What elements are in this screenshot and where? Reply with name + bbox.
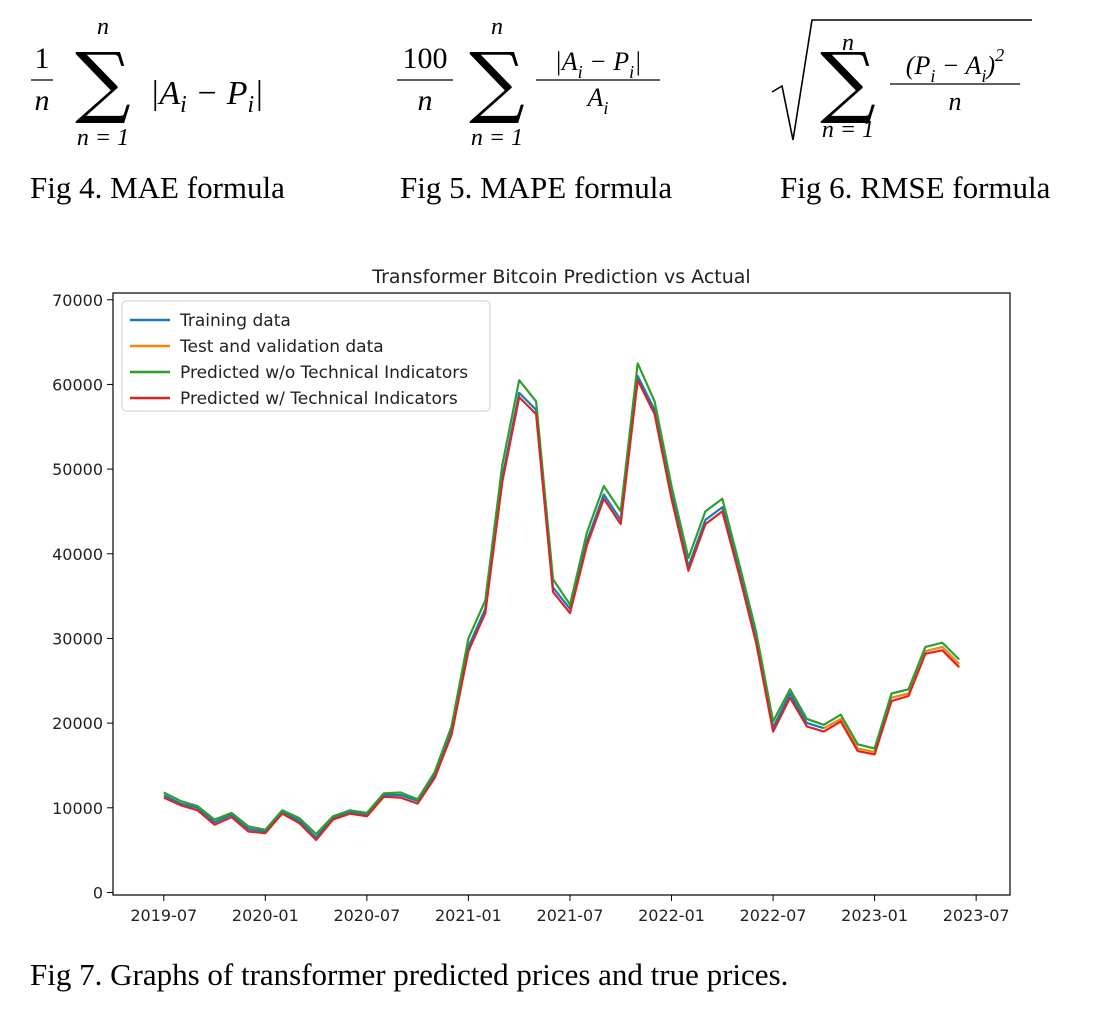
math-text: |A xyxy=(150,75,180,112)
math-sub: i xyxy=(247,92,254,118)
x-tick-label: 2019-07 xyxy=(130,906,197,925)
sum-symbol: ∑ xyxy=(820,37,876,127)
chart-title: Transformer Bitcoin Prediction vs Actual xyxy=(371,266,750,288)
figure-caption: Fig 4. MAE formula xyxy=(30,170,285,205)
x-tick-label: 2021-07 xyxy=(537,906,604,925)
sum-symbol: ∑ xyxy=(75,37,131,127)
math-text: A xyxy=(586,83,604,112)
y-tick-label: 30000 xyxy=(52,629,103,648)
chart-caption: Fig 7. Graphs of transformer predicted p… xyxy=(30,957,788,992)
y-tick-label: 40000 xyxy=(52,545,103,564)
sum-lower: n = 1 xyxy=(471,125,523,151)
scale-numerator: 1 xyxy=(35,42,50,75)
x-tick-label: 2022-07 xyxy=(740,906,807,925)
math-text: n xyxy=(949,87,962,116)
sum-lower: n = 1 xyxy=(77,125,129,151)
math-text: |Ai − Pi| xyxy=(555,47,642,82)
legend-box xyxy=(121,300,491,412)
sum-upper: n xyxy=(842,30,854,56)
math-text: − P xyxy=(583,47,630,76)
x-tick-label: 2023-07 xyxy=(943,906,1010,925)
math-text: Ai xyxy=(586,83,609,118)
series-line xyxy=(163,379,960,842)
math-sub: i xyxy=(930,66,935,86)
math-text: ) xyxy=(984,51,995,80)
math-text: − P xyxy=(187,75,248,112)
sum-upper: n xyxy=(491,14,503,40)
legend-label: Predicted w/ Technical Indicators xyxy=(180,389,458,409)
scale-numerator: 100 xyxy=(403,42,448,75)
math-sub: i xyxy=(629,62,634,82)
math-text: n xyxy=(949,87,962,116)
y-tick-label: 60000 xyxy=(52,375,103,394)
legend-label: Training data xyxy=(179,311,291,331)
math-sub: i xyxy=(180,92,187,118)
math-text: (P xyxy=(906,51,931,80)
sum-upper: n xyxy=(97,14,109,40)
x-tick-label: 2023-01 xyxy=(841,906,908,925)
scale-denominator: n xyxy=(35,84,50,117)
y-tick-label: 10000 xyxy=(52,799,103,818)
math-sup: 2 xyxy=(995,45,1004,65)
x-tick-label: 2020-01 xyxy=(232,906,299,925)
radical-sign xyxy=(771,19,1032,141)
math-text: | xyxy=(254,75,263,112)
scale-denominator: n xyxy=(418,84,433,117)
y-tick-label: 50000 xyxy=(52,460,103,479)
legend-label: Test and validation data xyxy=(179,337,384,357)
series-line xyxy=(823,645,960,753)
series-line xyxy=(163,362,960,836)
figure-caption: Fig 6. RMSE formula xyxy=(780,170,1051,205)
y-tick-label: 20000 xyxy=(52,714,103,733)
series-line xyxy=(163,374,825,839)
plot-frame xyxy=(112,292,1011,896)
sum-symbol: ∑ xyxy=(469,37,525,127)
x-tick-label: 2021-01 xyxy=(435,906,502,925)
math-sub: i xyxy=(981,66,986,86)
math-sub: i xyxy=(603,98,608,118)
y-tick-label: 70000 xyxy=(52,291,103,310)
math-text: (Pi − Ai)2 xyxy=(906,45,1004,86)
x-tick-label: 2020-07 xyxy=(333,906,400,925)
y-tick-label: 0 xyxy=(93,883,103,902)
math-text: | xyxy=(634,47,641,76)
math-sub: i xyxy=(578,62,583,82)
legend-label: Predicted w/o Technical Indicators xyxy=(180,363,468,383)
figure-caption: Fig 5. MAPE formula xyxy=(400,170,672,205)
math-text: |A xyxy=(555,47,578,76)
x-tick-label: 2022-01 xyxy=(638,906,705,925)
sum-lower: n = 1 xyxy=(822,117,874,143)
math-text: |Ai − Pi| xyxy=(150,75,263,118)
math-text: − A xyxy=(935,51,981,80)
